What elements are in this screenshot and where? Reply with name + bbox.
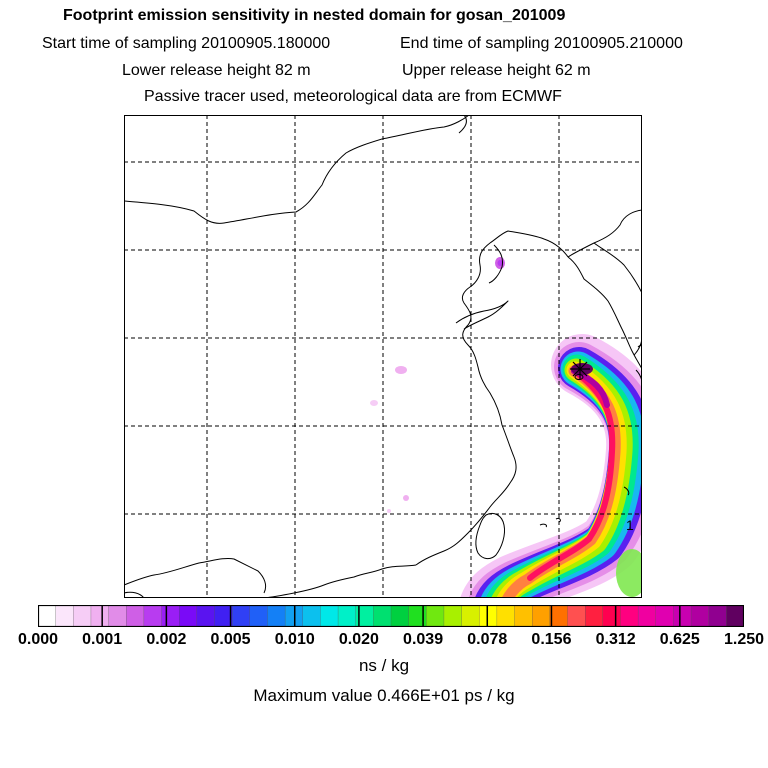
colorbar-cell — [567, 605, 586, 627]
colorbar-tick-label: 0.039 — [403, 631, 444, 648]
colorbar-cell — [267, 605, 286, 627]
colorbar-tick-label: 0.312 — [595, 631, 636, 648]
receptor-star-icon — [570, 359, 590, 379]
colorbar-tick-label: 0.001 — [82, 631, 123, 648]
colorbar-cell — [690, 605, 710, 627]
colorbar-cell — [655, 605, 674, 627]
colorbar-cell — [337, 605, 357, 627]
colorbar-tick-label: 0.005 — [210, 631, 251, 648]
colorbar-cell — [161, 605, 180, 627]
colorbar-cell — [214, 605, 233, 627]
colorbar-cell — [249, 605, 268, 627]
map-frame — [124, 115, 642, 598]
colorbar-tick-label: 0.000 — [17, 631, 59, 648]
contour-label: 1 — [626, 517, 634, 533]
colorbar-cell — [179, 605, 198, 627]
colorbar-cell — [620, 605, 639, 627]
colorbar-cell — [408, 605, 427, 627]
colorbar-cell — [673, 605, 692, 627]
colorbar-cell — [373, 605, 392, 627]
colorbar-cell — [73, 605, 92, 627]
colorbar — [38, 605, 744, 627]
max-value-label: Maximum value 0.466E+01 ps / kg — [253, 686, 515, 705]
colorbar-cell — [514, 605, 533, 627]
colorbar-cell — [126, 605, 145, 627]
colorbar-cell — [585, 605, 604, 627]
colorbar-tick-label: 0.020 — [338, 631, 379, 648]
colorbar-cell — [637, 605, 657, 627]
coastlines — [124, 115, 642, 598]
colorbar-cell — [426, 605, 445, 627]
colorbar-cell — [302, 605, 321, 627]
colorbar-tick-label: 0.625 — [659, 631, 700, 648]
colorbar-cell — [231, 605, 251, 627]
lower-release-height-label: Lower release height 82 m — [122, 62, 311, 79]
colorbar-tick-label: 0.010 — [274, 631, 315, 648]
start-time-label: Start time of sampling 20100905.180000 — [42, 35, 331, 52]
tracer-info-label: Passive tracer used, meteorological data… — [144, 88, 562, 105]
end-time-label: End time of sampling 20100905.210000 — [400, 35, 683, 52]
upper-release-height-label: Upper release height 62 m — [402, 62, 591, 79]
colorbar-cell — [532, 605, 551, 627]
emission-sensitivity-plume — [460, 334, 642, 598]
colorbar-cell — [549, 605, 568, 627]
colorbar-cell — [726, 605, 744, 627]
colorbar-tick-label: 0.002 — [146, 631, 187, 648]
colorbar-tick-label: 0.078 — [467, 631, 508, 648]
colorbar-cell — [90, 605, 110, 627]
colorbar-cell — [496, 605, 515, 627]
latlon-grid — [124, 115, 642, 598]
colorbar-unit: ns / kg — [358, 656, 410, 675]
sensitivity-spots — [370, 257, 505, 513]
plot-title: Footprint emission sensitivity in nested… — [63, 7, 566, 24]
colorbar-cell — [38, 605, 57, 627]
colorbar-cell — [479, 605, 498, 627]
colorbar-cell — [461, 605, 480, 627]
colorbar-cell — [55, 605, 74, 627]
colorbar-cell — [443, 605, 463, 627]
colorbar-cell — [708, 605, 727, 627]
colorbar-cell — [320, 605, 339, 627]
colorbar-tick-label: 0.156 — [531, 631, 572, 648]
colorbar-cell — [602, 605, 621, 627]
colorbar-tick-label: 1.250 — [723, 631, 765, 648]
colorbar-cell — [390, 605, 410, 627]
colorbar-cell — [143, 605, 163, 627]
colorbar-cell — [196, 605, 215, 627]
footprint-map: 1 — [124, 115, 642, 598]
colorbar-cell — [108, 605, 127, 627]
